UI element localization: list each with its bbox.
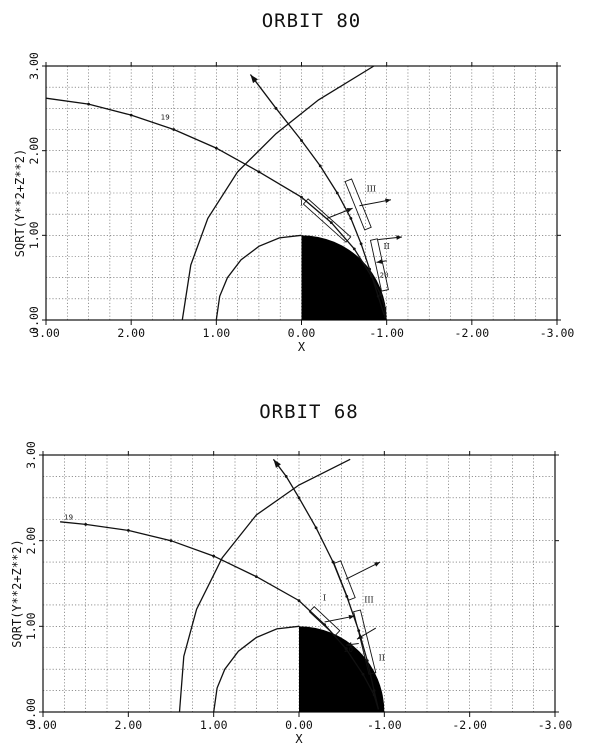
x-tick-label: 0.00 <box>288 326 316 340</box>
y-tick-label: 0.00 <box>24 698 38 726</box>
field-arrow-head <box>345 642 352 647</box>
orbit-marker <box>314 526 318 530</box>
y-tick-label: 0.00 <box>27 306 41 334</box>
orbit-marker <box>361 672 365 676</box>
orbit-marker <box>318 164 322 168</box>
chart-title: ORBIT 68 <box>259 401 359 423</box>
chart-panel-1: ORBIT 68 3.00 2.00 1.00 0.00 -1.00 -2.00 -3.00 0… <box>10 401 572 743</box>
x-tick-label: -3.00 <box>540 326 575 340</box>
field-arrow-head <box>346 208 353 213</box>
field-arrow-head <box>385 198 391 204</box>
orbit-marker <box>349 217 353 220</box>
field-arrow-head <box>348 614 355 620</box>
interval-box-I <box>308 606 341 637</box>
y-tick-label: 2.00 <box>27 137 41 165</box>
x-tick-label: 3.00 <box>29 718 57 732</box>
orbit-marker <box>126 528 130 532</box>
annotation-I: I <box>300 199 303 208</box>
orbit-marker <box>383 306 387 310</box>
interval-box-II <box>369 238 389 292</box>
orbit-marker <box>297 599 301 603</box>
orbit-marker <box>300 195 303 199</box>
orbit-marker <box>169 539 173 543</box>
orbit-marker <box>372 689 376 692</box>
annotation-II: II <box>384 242 390 251</box>
boundary-curve <box>213 625 300 713</box>
annotation-III: III <box>364 595 373 604</box>
orbit-marker <box>329 221 333 225</box>
orbit-marker <box>257 170 261 174</box>
orbit-marker <box>344 647 348 651</box>
chart-panel-0: ORBIT 80 3.00 2.00 1.00 0.00 -1.00 -2.00 -3.00 0… <box>13 10 574 354</box>
interval-box-I <box>302 198 352 243</box>
orbit-marker <box>297 496 301 500</box>
boundary-curve <box>181 65 375 321</box>
field-arrow-head <box>374 562 381 567</box>
annotation-III: III <box>367 184 376 193</box>
x-tick-label: -1.00 <box>367 718 402 732</box>
x-tick-label: -2.00 <box>455 326 490 340</box>
boundary-curve <box>215 234 302 321</box>
field-arrow <box>345 561 381 580</box>
y-tick-label: 1.00 <box>24 612 38 640</box>
y-axis-label: SQRT(Y**2+Z**2) <box>10 539 24 647</box>
y-tick-label: 3.00 <box>27 52 41 80</box>
orbit-marker <box>359 242 363 246</box>
boundary-curve <box>178 458 351 713</box>
orbit-marker <box>254 575 258 579</box>
orbit-marker <box>284 475 288 478</box>
interval-box-III <box>344 178 372 231</box>
orbit-marker <box>368 267 372 271</box>
field-arrow-head <box>357 634 363 640</box>
orbit-trajectory <box>249 74 385 316</box>
x-tick-label: 1.00 <box>200 718 228 732</box>
earth-shadow <box>299 626 385 712</box>
orbit-marker <box>335 191 339 195</box>
orbit-marker <box>352 247 356 251</box>
trajectory-arrowhead <box>273 459 281 468</box>
orbit-marker <box>300 139 303 142</box>
orbit-marker <box>376 294 380 298</box>
field-arrow-head <box>396 235 402 240</box>
annotation-19: 19 <box>161 113 170 121</box>
x-tick-label: -1.00 <box>369 326 404 340</box>
x-tick-label: 1.00 <box>202 326 230 340</box>
orbit-trajectory <box>60 521 380 710</box>
y-tick-label: 2.00 <box>24 527 38 555</box>
annotation-19: 19 <box>64 513 73 521</box>
orbit-marker <box>379 293 383 296</box>
chart-title: ORBIT 80 <box>262 10 362 32</box>
y-tick-label: 3.00 <box>24 441 38 469</box>
annotation-20: 20 <box>380 272 389 280</box>
x-tick-label: -3.00 <box>538 718 573 732</box>
orbit-marker <box>87 102 90 106</box>
trajectory-arrowhead <box>250 74 258 84</box>
interval-box-II <box>353 609 377 675</box>
x-tick-label: 2.00 <box>114 718 142 732</box>
x-tick-label: 2.00 <box>117 326 145 340</box>
orbit-marker <box>212 554 216 558</box>
x-axis-label: X <box>298 340 306 354</box>
orbit-marker <box>214 146 218 150</box>
orbit-marker <box>331 560 335 564</box>
orbit-marker <box>84 522 88 526</box>
annotation-20: 20 <box>344 646 353 654</box>
orbit-marker <box>365 659 369 662</box>
x-tick-label: 3.00 <box>32 326 60 340</box>
orbit-marker <box>129 113 133 117</box>
x-tick-label: 0.00 <box>285 718 313 732</box>
orbit-marker <box>172 128 176 131</box>
orbit-marker <box>274 106 278 110</box>
grid-lines <box>46 66 557 320</box>
field-arrow-head <box>376 259 383 264</box>
annotation-I: I <box>323 594 326 603</box>
y-axis-label: SQRT(Y**2+Z**2) <box>13 149 27 257</box>
x-tick-label: -2.00 <box>452 718 487 732</box>
annotation-II: II <box>379 654 385 663</box>
earth-shadow <box>301 235 387 320</box>
y-tick-label: 1.00 <box>27 221 41 249</box>
interval-box-III <box>333 560 356 601</box>
x-axis-label: X <box>295 732 303 743</box>
